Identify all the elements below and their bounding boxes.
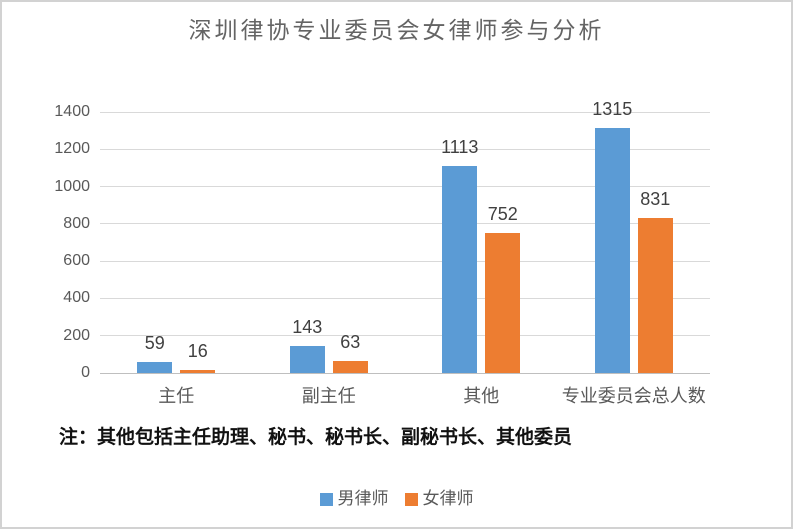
x-axis-line	[100, 372, 710, 374]
y-tick-label: 1400	[54, 103, 90, 120]
bar-value-label: 63	[340, 332, 361, 352]
bar-女律师-主任	[180, 370, 216, 373]
bar-女律师-专业委员会总人数	[637, 218, 673, 373]
gridline	[100, 186, 710, 188]
legend: 男律师 女律师	[2, 487, 791, 511]
bar-value-label: 59	[144, 333, 165, 353]
bar-value-label: 752	[487, 204, 518, 224]
bar-value-label: 1315	[592, 99, 633, 119]
legend-label: 男律师	[337, 489, 389, 508]
legend-item-男律师: 男律师	[319, 489, 389, 509]
y-tick-label: 400	[63, 289, 90, 307]
bar-value-label: 16	[187, 341, 208, 361]
footnote: 注：其他包括主任助理、秘书、秘书长、副秘书长、其他委员	[59, 426, 573, 448]
x-category-label: 副主任	[301, 386, 356, 406]
bar-男律师-主任	[137, 362, 173, 373]
bar-男律师-副主任	[289, 346, 325, 373]
legend-swatch-icon	[404, 492, 418, 506]
gridline	[100, 223, 710, 225]
bar-男律师-其他	[442, 166, 478, 373]
y-tick-label: 1200	[54, 140, 90, 158]
bar-女律师-副主任	[332, 361, 368, 373]
gridline	[100, 148, 710, 150]
bar-男律师-专业委员会总人数	[594, 128, 630, 373]
x-category-label: 专业委员会总人数	[561, 386, 706, 406]
y-tick-label: 200	[63, 326, 90, 344]
x-category-label: 主任	[158, 386, 195, 406]
bar-value-label: 143	[292, 317, 323, 337]
y-tick-label: 0	[81, 364, 90, 381]
gridline	[100, 335, 710, 337]
legend-item-女律师: 女律师	[404, 489, 474, 509]
bar-value-label: 831	[640, 189, 671, 209]
bar-value-label: 1113	[441, 137, 479, 157]
chart-title: 深圳律协专业委员会女律师参与分析	[188, 18, 605, 44]
x-category-label: 其他	[463, 386, 500, 406]
bar-女律师-其他	[485, 233, 521, 373]
gridline	[100, 111, 710, 113]
gridline	[100, 297, 710, 299]
y-tick-label: 1000	[54, 177, 90, 195]
legend-swatch-icon	[319, 492, 333, 506]
y-tick-label: 800	[63, 214, 90, 232]
legend-label: 女律师	[422, 489, 474, 508]
gridline	[100, 260, 710, 262]
y-tick-label: 600	[63, 252, 90, 270]
